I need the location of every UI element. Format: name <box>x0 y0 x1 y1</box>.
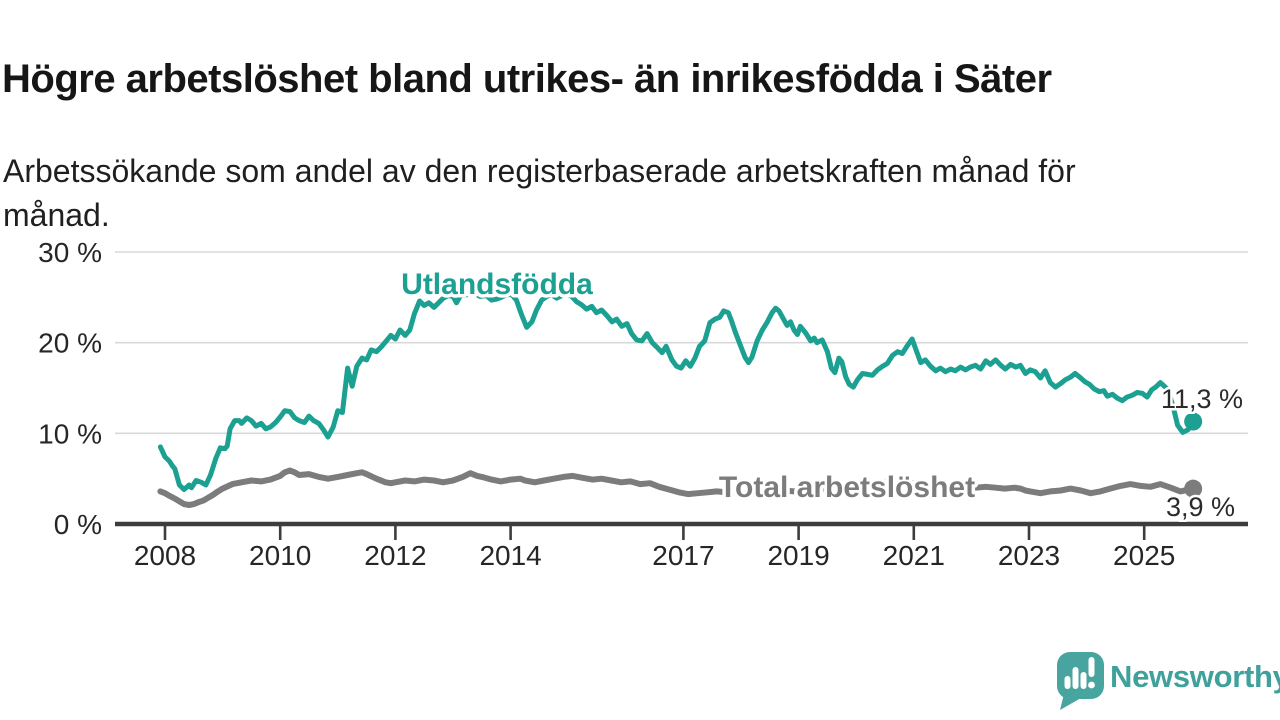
logo-bubble-tail <box>1060 694 1081 710</box>
x-tick-label: 2010 <box>249 540 311 571</box>
x-tick-label: 2008 <box>134 540 196 571</box>
y-tick-label: 30 % <box>38 237 102 268</box>
newsworthy-logo <box>1054 650 1108 712</box>
x-tick-label: 2025 <box>1113 540 1175 571</box>
x-tick-label: 2012 <box>364 540 426 571</box>
y-tick-label: 0 % <box>54 509 102 540</box>
end-label-total: 3,9 % <box>1166 492 1235 522</box>
x-tick-label: 2014 <box>479 540 541 571</box>
end-label-utlandsfodda: 11,3 % <box>1161 384 1243 414</box>
page-title: Högre arbetslöshet bland utrikes- än inr… <box>2 56 1052 101</box>
endpoint-dot-utlandsfodda <box>1184 412 1203 431</box>
logo-exclamation-dot <box>1088 681 1095 689</box>
x-tick-label: 2017 <box>652 540 714 571</box>
y-tick-label: 10 % <box>38 418 102 449</box>
endpoint-dot-total <box>1184 479 1203 498</box>
logo-bar-2 <box>1072 667 1079 689</box>
series-label-utlandsfodda: Utlandsfödda <box>401 268 593 301</box>
x-tick-label: 2019 <box>767 540 829 571</box>
logo-exclamation-bar <box>1088 657 1095 677</box>
series-label-total-arbetsloshet: Total arbetslöshet <box>719 471 975 504</box>
logo-bar-3 <box>1080 672 1087 689</box>
line-utlandsfodda <box>157 291 1196 492</box>
x-tick-label: 2021 <box>883 540 945 571</box>
x-tick-label: 2023 <box>998 540 1060 571</box>
speech-bubble-bar-chart-icon <box>1057 652 1104 710</box>
newsworthy-wordmark: Newsworthy <box>1110 659 1280 694</box>
chart-subtitle: Arbetssökande som andel av den registerb… <box>3 153 1076 233</box>
line-total-arbetsloshet <box>157 467 1197 508</box>
y-tick-label: 20 % <box>38 328 102 359</box>
logo-bar-1 <box>1064 676 1071 689</box>
